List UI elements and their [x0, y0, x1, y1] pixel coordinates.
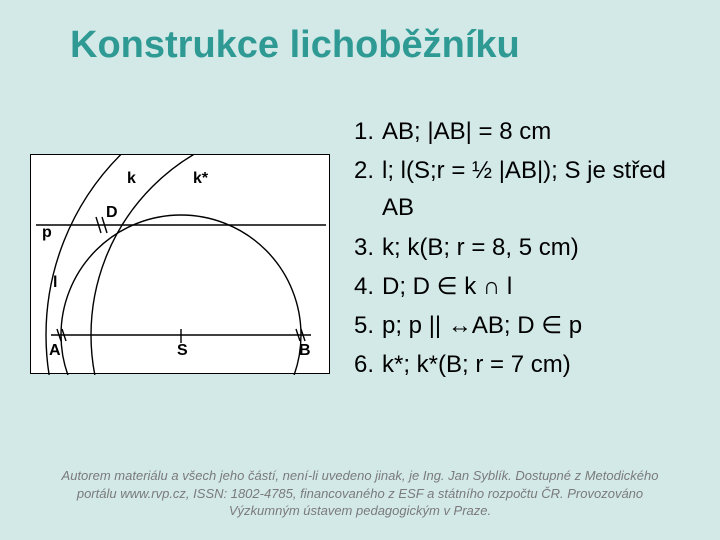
- step-number: 5.: [348, 307, 382, 344]
- step-text: AB; |AB| = 8 cm: [382, 113, 690, 150]
- step-text: D; D ∈ k ∩ l: [382, 268, 690, 305]
- label-l: l: [53, 274, 57, 291]
- construction-steps: 1.AB; |AB| = 8 cm 2.l; l(S;r = ½ |AB|); …: [348, 112, 690, 384]
- step-number: 1.: [348, 113, 382, 150]
- label-D: D: [106, 204, 118, 221]
- step-text: k; k(B; r = 8, 5 cm): [382, 229, 690, 266]
- step-number: 6.: [348, 346, 382, 383]
- label-kstar: k*: [193, 170, 209, 187]
- content-row: A B S D p l k k* 1.AB; |AB| = 8 cm 2.l; …: [30, 108, 690, 384]
- step-number: 2.: [348, 152, 382, 226]
- step-item: 2.l; l(S;r = ½ |AB|); S je střed AB: [348, 151, 690, 227]
- step-item: 3.k; k(B; r = 8, 5 cm): [348, 228, 690, 267]
- slide: Konstrukce lichoběžníku: [0, 0, 720, 540]
- figure-svg: A B S D p l k k*: [31, 155, 331, 375]
- step-text: k*; k*(B; r = 7 cm): [382, 346, 690, 383]
- step-item: 4.D; D ∈ k ∩ l: [348, 267, 690, 306]
- label-A: A: [49, 342, 61, 359]
- footer-attribution: Autorem materiálu a všech jeho částí, ne…: [50, 467, 670, 520]
- step-text: l; l(S;r = ½ |AB|); S je střed AB: [382, 152, 690, 226]
- step-item: 6.k*; k*(B; r = 7 cm): [348, 345, 690, 384]
- step-text: p; p || ↔AB; D ∈ p: [382, 307, 690, 344]
- step-item: 1.AB; |AB| = 8 cm: [348, 112, 690, 151]
- construction-figure: A B S D p l k k*: [30, 154, 330, 374]
- label-B: B: [299, 342, 311, 359]
- step-number: 3.: [348, 229, 382, 266]
- page-title: Konstrukce lichoběžníku: [70, 24, 520, 67]
- step-number: 4.: [348, 268, 382, 305]
- steps-column: 1.AB; |AB| = 8 cm 2.l; l(S;r = ½ |AB|); …: [348, 108, 690, 384]
- label-p: p: [42, 224, 52, 241]
- figure-column: A B S D p l k k*: [30, 108, 330, 384]
- label-k: k: [127, 170, 136, 187]
- label-S: S: [177, 342, 188, 359]
- step-item: 5.p; p || ↔AB; D ∈ p: [348, 306, 690, 345]
